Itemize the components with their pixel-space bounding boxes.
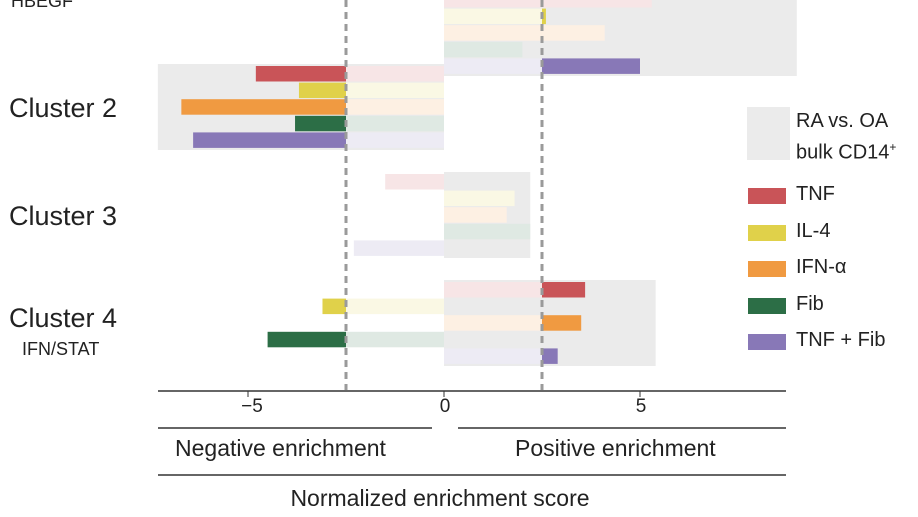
bar-cluster-4-tnf [542, 282, 586, 298]
cluster-4-name: Cluster 4 [9, 303, 118, 333]
cluster-2-name: Cluster 2 [9, 93, 118, 123]
negative-enrichment-label: Negative enrichment [175, 435, 386, 461]
legend-swatch-il4 [748, 225, 786, 241]
bar-cluster-4-ifn--inner [444, 315, 542, 331]
bar-cluster-2-tnf-fib-inner [346, 132, 444, 148]
legend-label-ifna: IFN-α [796, 256, 847, 278]
legend-swatch-ifna [748, 261, 786, 277]
bar-cluster-4-il-4-inner [346, 298, 444, 315]
bar-cluster-4-fib [267, 331, 346, 348]
bar-cluster-4-il-4 [322, 298, 346, 315]
bar-cluster-4-ifn- [542, 315, 582, 331]
bar-cluster-2-tnf-fib [193, 132, 346, 148]
bars [181, 0, 652, 364]
bar-cluster-2-ifn--inner [346, 99, 444, 115]
bar-cluster-2-tnf [255, 66, 346, 82]
x-tick-label-5: 5 [635, 396, 647, 417]
bar-cluster-1-il-4-inner [444, 8, 542, 25]
bar-cluster-1-fib-inner [444, 41, 523, 58]
reference-legend-swatch [747, 107, 790, 160]
x-tick-label-0: 0 [439, 396, 451, 417]
bar-cluster-3-tnf-inner [385, 174, 444, 190]
positive-enrichment-label: Positive enrichment [515, 435, 716, 461]
legend-swatch-fib [748, 298, 786, 314]
bar-cluster-4-tnf-fib-inner [444, 348, 542, 364]
legend-swatch-tnf [748, 188, 786, 204]
bar-cluster-3-il-4-inner [444, 190, 515, 207]
bar-cluster-4-tnf-inner [444, 282, 542, 298]
legend-label-tnf: TNF [796, 183, 835, 205]
bar-cluster-1-ifn- [542, 25, 605, 41]
x-tick-label-neg5: −5 [241, 396, 263, 417]
legend-swatch-tnf-fib [748, 334, 786, 350]
cluster-4-subtitle: IFN/STAT [22, 339, 100, 359]
bar-cluster-3-tnf-fib-inner [353, 240, 444, 256]
legend-label-il4: IL-4 [796, 220, 831, 242]
legend-label-fib: Fib [796, 293, 824, 315]
bar-cluster-2-il-4-inner [346, 82, 444, 99]
legend-label-tnf-fib: TNF + Fib [796, 329, 886, 351]
bar-cluster-3-fib-inner [444, 223, 531, 240]
bar-cluster-4-fib-inner [346, 331, 444, 348]
cluster-1-name: HBEGF+ [11, 0, 79, 11]
bar-cluster-1-tnf-inner [444, 0, 542, 8]
cluster-3-name: Cluster 3 [9, 201, 118, 231]
reference-legend-label: RA vs. OA bulk CD14+ [796, 110, 897, 164]
bar-cluster-1-tnf-fib [542, 58, 640, 74]
bar-cluster-1-tnf [542, 0, 652, 8]
x-axis [158, 390, 786, 476]
bar-cluster-2-tnf-inner [346, 66, 444, 82]
bar-cluster-4-tnf-fib [542, 348, 558, 364]
bar-cluster-1-il-4 [542, 8, 546, 25]
threshold-lines [344, 0, 544, 390]
bar-cluster-2-fib [295, 115, 346, 132]
bar-cluster-2-il-4 [298, 82, 346, 99]
bar-cluster-2-ifn- [181, 99, 346, 115]
x-axis-title: Normalized enrichment score [290, 485, 590, 511]
bar-cluster-1-ifn--inner [444, 25, 542, 41]
bar-cluster-2-fib-inner [346, 115, 444, 132]
bar-cluster-1-tnf-fib-inner [444, 58, 542, 74]
bar-cluster-3-ifn--inner [444, 207, 507, 223]
